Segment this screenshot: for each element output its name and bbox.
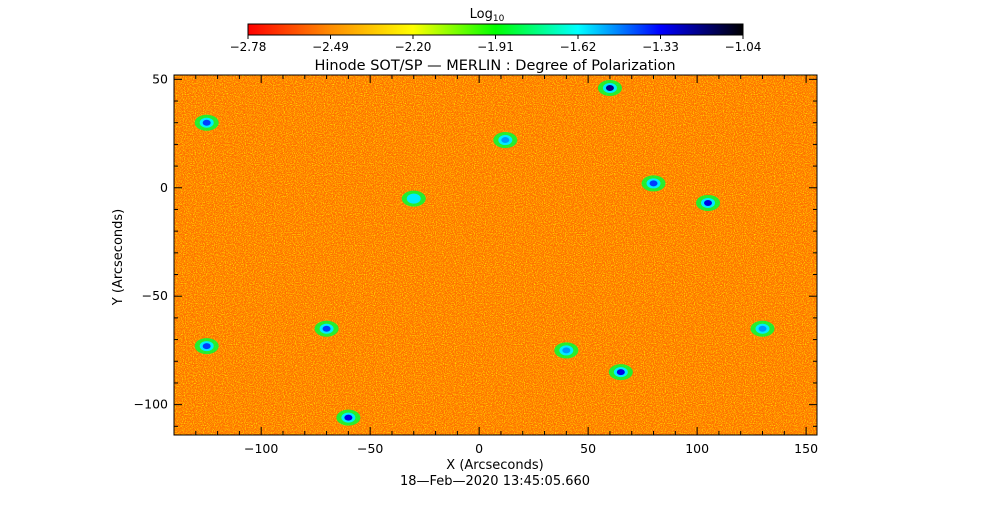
y-tick-label: 50 [152, 71, 168, 86]
plot-frame [173, 74, 818, 436]
colorbar-tick-label: −1.33 [642, 40, 679, 54]
feature-core [409, 195, 418, 202]
y-axis: −100 −50 0 50 [134, 71, 817, 427]
colorbar-label: Log10 [470, 7, 505, 24]
y-tick-label: −100 [134, 397, 168, 412]
feature-core [501, 137, 510, 144]
heatmap-image [174, 75, 817, 435]
x-axis: −100 −50 0 50 100 150 [173, 75, 818, 456]
colorbar [247, 23, 744, 36]
colorbar-tick-label: −2.20 [395, 40, 432, 54]
x-axis-label: X (Arcseconds) [446, 458, 543, 473]
x-tick-label: −100 [244, 441, 278, 456]
feature-core [202, 343, 211, 350]
feature-core [344, 414, 353, 421]
colorbar-tick-label: −2.78 [230, 40, 267, 54]
colorbar-tick-label: −1.62 [560, 40, 597, 54]
feature-core [562, 347, 571, 354]
feature-core [202, 119, 211, 126]
colorbar-tick-label: −1.91 [477, 40, 514, 54]
feature-core [758, 325, 767, 332]
x-tick-label: 100 [685, 441, 709, 456]
y-axis-label: Y (Arcseconds) [111, 209, 126, 306]
feature-core [704, 199, 713, 206]
colorbar-tick-label: −1.04 [725, 40, 762, 54]
x-tick-label: 0 [475, 441, 483, 456]
x-tick-label: −50 [357, 441, 383, 456]
feature-core [605, 85, 614, 92]
chart-title: Hinode SOT/SP — MERLIN : Degree of Polar… [314, 58, 675, 74]
feature-core [649, 180, 658, 187]
y-tick-label: 0 [160, 180, 168, 195]
colorbar-ticks: −2.78 −2.49 −2.20 −1.91 −1.62 −1.33 −1.04 [230, 35, 762, 54]
timestamp: 18—Feb—2020 13:45:05.660 [400, 474, 590, 489]
feature-core [616, 369, 625, 376]
polarization-features [194, 80, 775, 426]
colorbar-tick-label: −2.49 [312, 40, 349, 54]
y-tick-label: −50 [142, 288, 168, 303]
x-tick-label: 50 [580, 441, 596, 456]
feature-core [322, 325, 331, 332]
x-tick-label: 150 [794, 441, 818, 456]
